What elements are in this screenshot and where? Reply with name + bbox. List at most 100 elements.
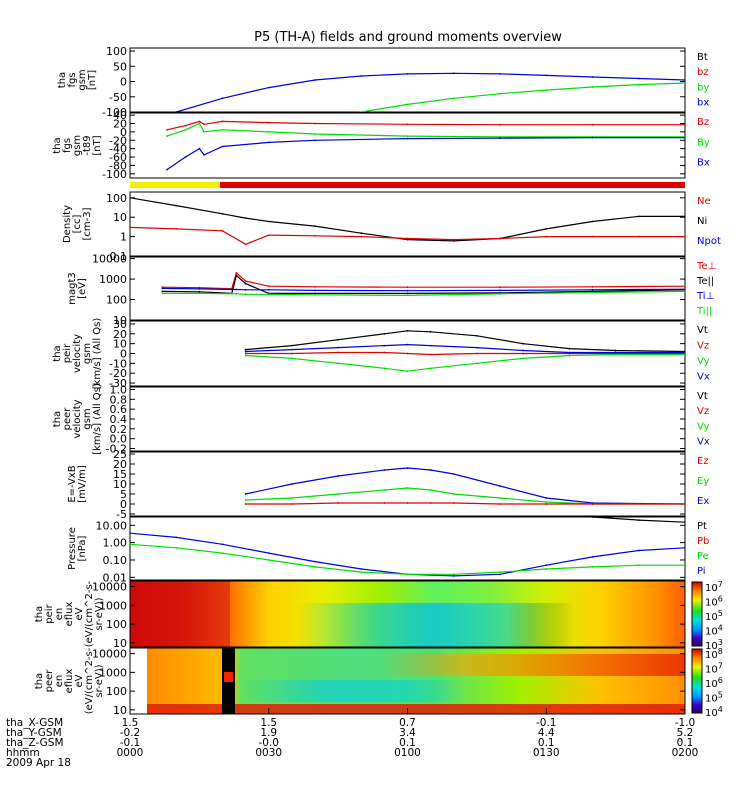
point-pressure-Pi xyxy=(175,536,178,539)
point-fgs_t89-By xyxy=(406,135,409,138)
point-pressure-Pi xyxy=(545,564,548,567)
point-fgs_t89-Bx xyxy=(314,139,316,142)
point-fgs_t89-By xyxy=(184,128,187,131)
point-temp-Ti⊥ xyxy=(314,289,316,292)
series-pressure-Pi xyxy=(130,532,685,577)
point-density-Ni xyxy=(545,228,548,230)
point-temp-Te⊥ xyxy=(267,285,270,288)
y-axis-label-line: gsm xyxy=(72,135,83,156)
point-fgs_t89-Bz xyxy=(198,120,201,123)
series-fgs-by xyxy=(358,82,685,112)
y-tick-label: 100 xyxy=(106,618,127,631)
point-pressure-Pi xyxy=(637,549,640,552)
point-density-Ne xyxy=(684,235,685,238)
point-peir_vel-Vx xyxy=(244,350,247,353)
point-peir_vel-Vt xyxy=(522,342,524,345)
y-tick-label: 0 xyxy=(120,498,127,511)
point-density-Ne xyxy=(591,235,594,238)
point-pressure-Pt xyxy=(407,499,409,501)
y-tick-label: 0.8 xyxy=(110,393,128,406)
y-axis-label-line: peer xyxy=(44,669,55,693)
point-efield-Ez xyxy=(591,503,594,505)
legend-peer_vel-Vt: Vt xyxy=(697,391,708,402)
point-fgs-by xyxy=(545,89,548,91)
point-fgs_t89-Bx xyxy=(499,137,501,140)
y-axis-label-line: gsm xyxy=(82,408,93,429)
point-fgs_t89-Bx xyxy=(184,156,187,158)
point-temp-Ti|| xyxy=(314,293,316,296)
panel-frame-peer_vel xyxy=(129,386,686,452)
point-efield-Ez xyxy=(337,502,339,504)
point-peir_vel-Vt xyxy=(406,329,409,332)
y-tick-label: 30 xyxy=(113,318,127,331)
point-pressure-Pt xyxy=(360,495,362,497)
point-peir_vel-Vx xyxy=(406,343,409,346)
point-peir_vel-Vy xyxy=(568,354,571,357)
point-density-Ni xyxy=(221,212,224,215)
series-group-efield xyxy=(244,467,685,505)
point-peir_vel-Vx xyxy=(429,344,432,347)
point-efield-Ez xyxy=(429,502,432,504)
spectrogram-peer-midband xyxy=(130,680,685,702)
point-temp-Ti⊥ xyxy=(198,288,201,290)
y-tick-label: 0 xyxy=(120,76,127,89)
y-tick-label: -30 xyxy=(109,377,127,390)
series-fgs_t89-Bz xyxy=(166,120,685,131)
point-pressure-Pi xyxy=(591,556,594,558)
colorbar-label: 107 xyxy=(705,580,723,594)
y-axis-label-line: sr-eV)) xyxy=(94,597,105,630)
point-peir_vel-Vy xyxy=(614,353,617,356)
y-tick-label: 0.2 xyxy=(110,423,128,436)
legend-temp-Ti⊥: Ti⊥ xyxy=(696,291,714,302)
point-temp-Te⊥ xyxy=(406,286,409,289)
series-group-pressure xyxy=(130,495,685,577)
legend-temp-Ti||: Ti|| xyxy=(696,306,712,317)
x-row-value: 0200 xyxy=(672,747,699,759)
y-tick-label: 1000 xyxy=(99,599,127,612)
point-fgs_t89-Bz xyxy=(499,123,501,126)
point-fgs_t89-Bx xyxy=(267,141,270,144)
point-peir_vel-Vt xyxy=(476,334,478,337)
y-tick-label: 15 xyxy=(113,468,127,481)
point-peir_vel-Vy xyxy=(429,367,432,370)
x-row-label-tha_Y-GSM: tha_Y-GSM xyxy=(6,727,62,739)
legend-efield-Ex: Ex xyxy=(697,496,709,507)
series-pressure-Pt xyxy=(585,517,685,523)
point-peir_vel-Vy xyxy=(522,357,524,360)
y-tick-label: 100 xyxy=(106,45,127,58)
point-peir_vel-Vy xyxy=(291,357,293,360)
series-temp-Ti⊥ xyxy=(162,287,685,292)
point-efield-Ex xyxy=(337,475,339,477)
y-axis-label-line: gsm xyxy=(82,343,93,364)
x-row-value: -0.0 xyxy=(259,737,280,749)
y-axis-label-line: [nT] xyxy=(87,70,98,90)
point-efield-Ez xyxy=(452,502,455,504)
point-fgs_t89-Bx xyxy=(198,147,201,150)
point-peir_vel-Vt xyxy=(614,349,617,352)
point-peir_vel-Vz xyxy=(383,351,386,354)
point-pressure-Pe xyxy=(314,566,316,568)
point-fgs-by xyxy=(360,111,363,112)
y-axis-label-line: velocity xyxy=(72,399,83,438)
point-temp-Ti|| xyxy=(198,292,201,295)
series-group-fgs xyxy=(174,72,685,112)
point-efield-Ey xyxy=(452,493,455,495)
series-peir_vel-Vx xyxy=(245,343,685,354)
point-density-Ni xyxy=(360,232,363,235)
y-tick-label: 0.10 xyxy=(103,554,128,567)
point-density-Ne xyxy=(637,235,640,238)
x-row-value: 1.5 xyxy=(122,717,139,729)
point-fgs_t89-By xyxy=(267,131,270,133)
point-pressure-Pi xyxy=(314,560,316,563)
legend-fgs-bx: bx xyxy=(697,98,709,109)
y-tick-label: 1000 xyxy=(99,273,127,286)
point-peir_vel-Vx xyxy=(568,351,571,354)
point-peir_vel-Vy xyxy=(337,362,339,365)
point-density-Ni xyxy=(684,215,685,218)
point-fgs_t89-By xyxy=(499,136,501,138)
point-temp-Ti|| xyxy=(684,290,685,293)
point-temp-Te|| xyxy=(198,290,201,293)
legend-density-Npot: Npot xyxy=(697,236,721,247)
